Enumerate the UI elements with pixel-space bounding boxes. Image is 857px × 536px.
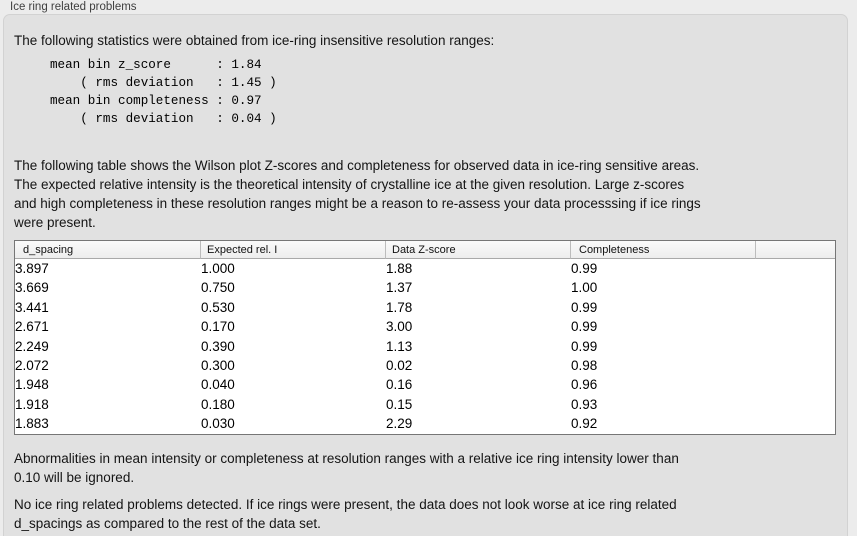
table-cell: 0.170 — [201, 319, 235, 335]
table-cell: 0.02 — [386, 358, 413, 374]
table-cell: 1.918 — [15, 396, 49, 412]
table-cell: 1.37 — [386, 280, 413, 296]
table-cell: 1.883 — [15, 416, 49, 432]
table-cell: 0.98 — [571, 358, 598, 374]
table-cell: 0.16 — [386, 377, 413, 393]
ignore-note: Abnormalities in mean intensity or compl… — [14, 451, 679, 485]
conclusion-text: No ice ring related problems detected. I… — [14, 497, 677, 531]
table-cell — [756, 298, 835, 317]
ice-ring-table: d_spacing Expected rel. I Data Z-score C… — [14, 240, 836, 435]
table-cell — [756, 259, 835, 278]
table-header-row: d_spacing Expected rel. I Data Z-score C… — [15, 241, 835, 259]
table-cell: 0.99 — [571, 319, 598, 335]
table-cell: 0.530 — [201, 299, 235, 315]
table-cell: 2.29 — [386, 416, 413, 432]
table-cell: 3.897 — [15, 261, 49, 276]
table-cell: 0.99 — [571, 338, 598, 354]
table-row[interactable]: 1.883 0.030 2.29 0.92 — [15, 414, 835, 433]
table-cell — [756, 414, 835, 433]
table-cell: 0.92 — [571, 416, 598, 432]
table-row[interactable]: 1.948 0.040 0.16 0.96 — [15, 375, 835, 394]
table-cell: 0.96 — [571, 377, 598, 393]
table-cell: 3.441 — [15, 299, 49, 315]
table-cell: 2.249 — [15, 338, 49, 354]
table-cell: 1.000 — [201, 261, 235, 276]
table-cell — [756, 278, 835, 297]
table-cell: 0.750 — [201, 280, 235, 296]
table-row[interactable]: 3.669 0.750 1.37 1.00 — [15, 278, 835, 297]
ice-ring-table-body: 3.897 1.000 1.88 0.99 3.669 0.750 1.37 1.00 3.44… — [15, 259, 835, 434]
table-cell: 0.15 — [386, 396, 413, 412]
table-cell: 0.99 — [571, 261, 598, 276]
table-description: The following table shows the Wilson plo… — [14, 158, 701, 230]
table-cell: 1.78 — [386, 299, 413, 315]
table-cell: 1.948 — [15, 377, 49, 393]
table-cell: 3.00 — [386, 319, 413, 335]
ice-ring-panel: The following statistics were obtained f… — [3, 14, 848, 536]
column-header-empty — [756, 241, 835, 259]
table-cell: 0.99 — [571, 299, 598, 315]
table-cell: 3.669 — [15, 280, 49, 296]
table-cell — [756, 356, 835, 375]
column-header-completeness: Completeness — [571, 241, 756, 259]
table-cell — [756, 337, 835, 356]
table-cell — [756, 395, 835, 414]
table-cell — [756, 317, 835, 336]
table-cell: 0.390 — [201, 338, 235, 354]
table-cell: 0.300 — [201, 358, 235, 374]
stats-block: mean bin z_score : 1.84 ( rms deviation … — [50, 58, 277, 126]
table-cell: 0.180 — [201, 396, 235, 412]
section-title: Ice ring related problems — [10, 1, 137, 13]
table-row[interactable]: 1.918 0.180 0.15 0.93 — [15, 395, 835, 414]
table-cell: 2.072 — [15, 358, 49, 374]
table-cell: 1.13 — [386, 338, 413, 354]
table-cell: 1.00 — [571, 280, 598, 296]
table-row[interactable]: 2.249 0.390 1.13 0.99 — [15, 337, 835, 356]
table-cell: 0.040 — [201, 377, 235, 393]
table-cell: 0.030 — [201, 416, 235, 432]
table-cell — [756, 375, 835, 394]
table-cell: 1.88 — [386, 261, 413, 276]
column-header-expected-i: Expected rel. I — [201, 241, 386, 259]
table-row[interactable]: 2.671 0.170 3.00 0.99 — [15, 317, 835, 336]
column-header-d-spacing: d_spacing — [15, 241, 201, 259]
table-row[interactable]: 2.072 0.300 0.02 0.98 — [15, 356, 835, 375]
column-header-z-score: Data Z-score — [386, 241, 571, 259]
table-row[interactable]: 3.897 1.000 1.88 0.99 — [15, 259, 835, 278]
intro-text: The following statistics were obtained f… — [14, 33, 495, 48]
table-cell: 2.671 — [15, 319, 49, 335]
table-cell: 0.93 — [571, 396, 598, 412]
table-row[interactable]: 3.441 0.530 1.78 0.99 — [15, 298, 835, 317]
